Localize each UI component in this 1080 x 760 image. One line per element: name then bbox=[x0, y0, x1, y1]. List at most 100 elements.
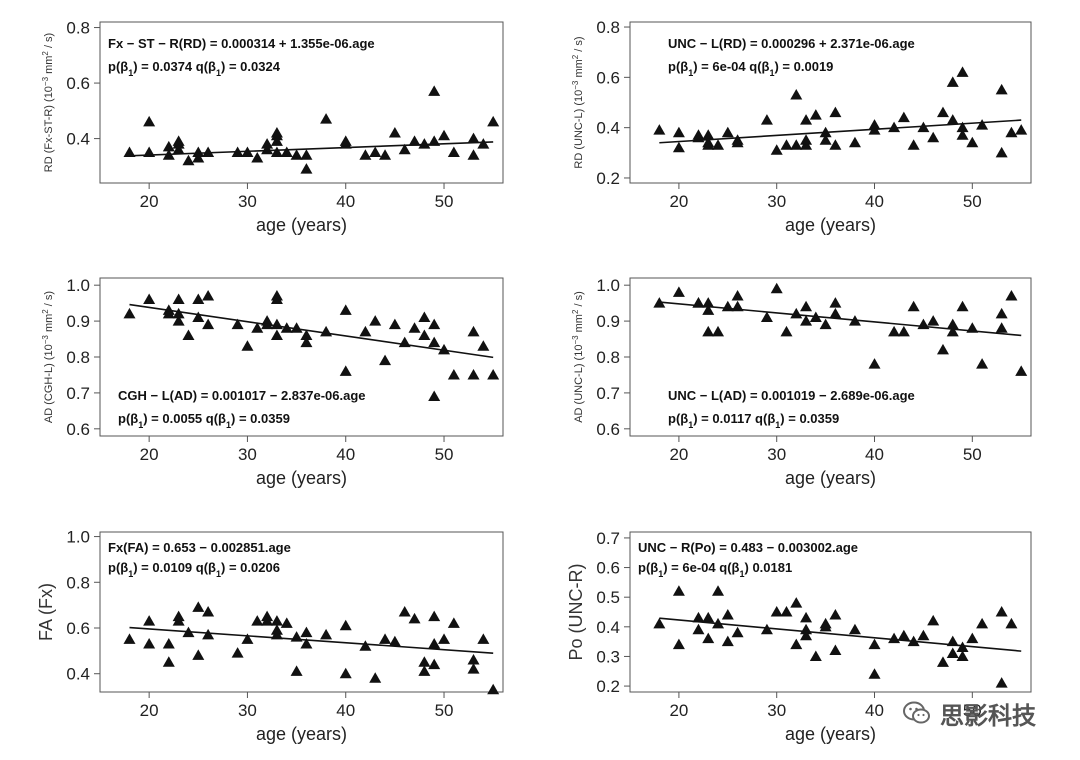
data-point bbox=[976, 617, 989, 629]
data-point bbox=[300, 336, 313, 348]
data-point bbox=[976, 358, 989, 369]
y-tick-label: 0.4 bbox=[66, 130, 90, 149]
y-tick-label: 0.7 bbox=[66, 384, 90, 403]
data-point bbox=[339, 667, 352, 679]
data-point bbox=[800, 114, 813, 125]
data-point bbox=[868, 638, 881, 650]
data-point bbox=[946, 76, 959, 87]
y-tick-label: 0.8 bbox=[596, 348, 620, 367]
watermark-text: 思影科技 bbox=[940, 701, 1036, 730]
data-point bbox=[379, 633, 392, 644]
data-point bbox=[721, 126, 734, 138]
data-point bbox=[270, 146, 283, 157]
data-point bbox=[1005, 126, 1018, 138]
data-point bbox=[290, 665, 303, 676]
data-point bbox=[702, 297, 715, 308]
regression-equation: Fx(FA) = 0.653 − 0.002851.age bbox=[108, 540, 291, 555]
data-point bbox=[1015, 365, 1028, 376]
data-point bbox=[467, 325, 480, 337]
data-point bbox=[280, 617, 293, 628]
data-point bbox=[172, 135, 185, 146]
data-point bbox=[819, 620, 832, 632]
data-point bbox=[438, 129, 451, 141]
x-tick-label: 50 bbox=[435, 445, 454, 464]
data-point bbox=[1015, 124, 1028, 135]
y-tick-label: 0.5 bbox=[596, 588, 620, 607]
data-point bbox=[447, 146, 460, 157]
data-point bbox=[300, 329, 313, 340]
data-point bbox=[888, 325, 901, 337]
data-points bbox=[653, 282, 1028, 376]
data-point bbox=[770, 144, 783, 155]
data-point bbox=[231, 318, 244, 330]
x-tick-label: 20 bbox=[140, 701, 159, 720]
data-point bbox=[487, 683, 500, 695]
data-point bbox=[731, 626, 744, 638]
y-tick-label: 0.7 bbox=[596, 384, 620, 403]
data-point bbox=[251, 615, 264, 626]
data-point bbox=[408, 322, 421, 333]
data-point bbox=[300, 163, 313, 174]
data-point bbox=[1005, 289, 1018, 301]
y-tick-label: 0.8 bbox=[66, 19, 90, 38]
plot-frame bbox=[99, 531, 504, 693]
data-point bbox=[261, 315, 274, 326]
data-point bbox=[192, 601, 205, 612]
data-point bbox=[829, 297, 842, 308]
data-point bbox=[123, 307, 136, 319]
x-tick-label: 20 bbox=[669, 701, 688, 720]
data-point bbox=[731, 289, 744, 301]
data-point bbox=[780, 325, 793, 337]
data-point bbox=[672, 141, 685, 153]
data-point bbox=[702, 304, 715, 315]
data-point bbox=[897, 629, 910, 641]
x-axis-label: age (years) bbox=[256, 468, 347, 488]
data-point bbox=[829, 307, 842, 319]
data-point bbox=[800, 629, 813, 641]
data-point bbox=[408, 135, 421, 146]
y-tick-label: 1.0 bbox=[596, 276, 620, 295]
data-point bbox=[172, 315, 185, 326]
data-point bbox=[251, 322, 264, 333]
data-point bbox=[800, 134, 813, 145]
y-tick-label: 1.0 bbox=[66, 276, 90, 295]
data-point bbox=[809, 109, 822, 120]
data-point bbox=[702, 632, 715, 644]
data-point bbox=[143, 115, 156, 127]
data-point bbox=[379, 149, 392, 160]
p-q-values: p(β1) = 6e-04 q(β1) = 0.0019 bbox=[668, 59, 833, 78]
y-tick-label: 0.6 bbox=[66, 74, 90, 93]
data-point bbox=[760, 311, 773, 322]
data-point bbox=[936, 106, 949, 118]
data-point bbox=[946, 647, 959, 658]
data-point bbox=[202, 318, 215, 330]
data-point bbox=[995, 322, 1008, 333]
data-point bbox=[995, 677, 1008, 688]
y-tick-label: 0.8 bbox=[66, 573, 90, 592]
data-point bbox=[995, 606, 1008, 617]
data-point bbox=[270, 329, 283, 340]
x-tick-label: 30 bbox=[238, 192, 257, 211]
data-point bbox=[966, 136, 979, 148]
data-point bbox=[388, 127, 401, 138]
data-point bbox=[790, 307, 803, 319]
data-point bbox=[290, 149, 303, 160]
y-tick-label: 0.6 bbox=[596, 559, 620, 578]
x-tick-label: 40 bbox=[336, 445, 355, 464]
data-point bbox=[467, 132, 480, 144]
data-point bbox=[202, 628, 215, 640]
data-point bbox=[428, 610, 441, 622]
data-point bbox=[780, 606, 793, 617]
data-point bbox=[428, 336, 441, 348]
y-tick-label: 0.2 bbox=[596, 169, 620, 188]
data-point bbox=[672, 585, 685, 596]
data-point bbox=[790, 638, 803, 650]
data-point bbox=[956, 129, 969, 140]
data-point bbox=[477, 340, 490, 351]
data-point bbox=[897, 111, 910, 123]
regression-line bbox=[129, 626, 494, 654]
chart-panel-2: 0.2 0.4 0.6 0.8 20 30 40 50 age (years) RD (UNC-L… bbox=[571, 18, 1032, 235]
data-point bbox=[936, 656, 949, 667]
data-point bbox=[339, 365, 352, 376]
